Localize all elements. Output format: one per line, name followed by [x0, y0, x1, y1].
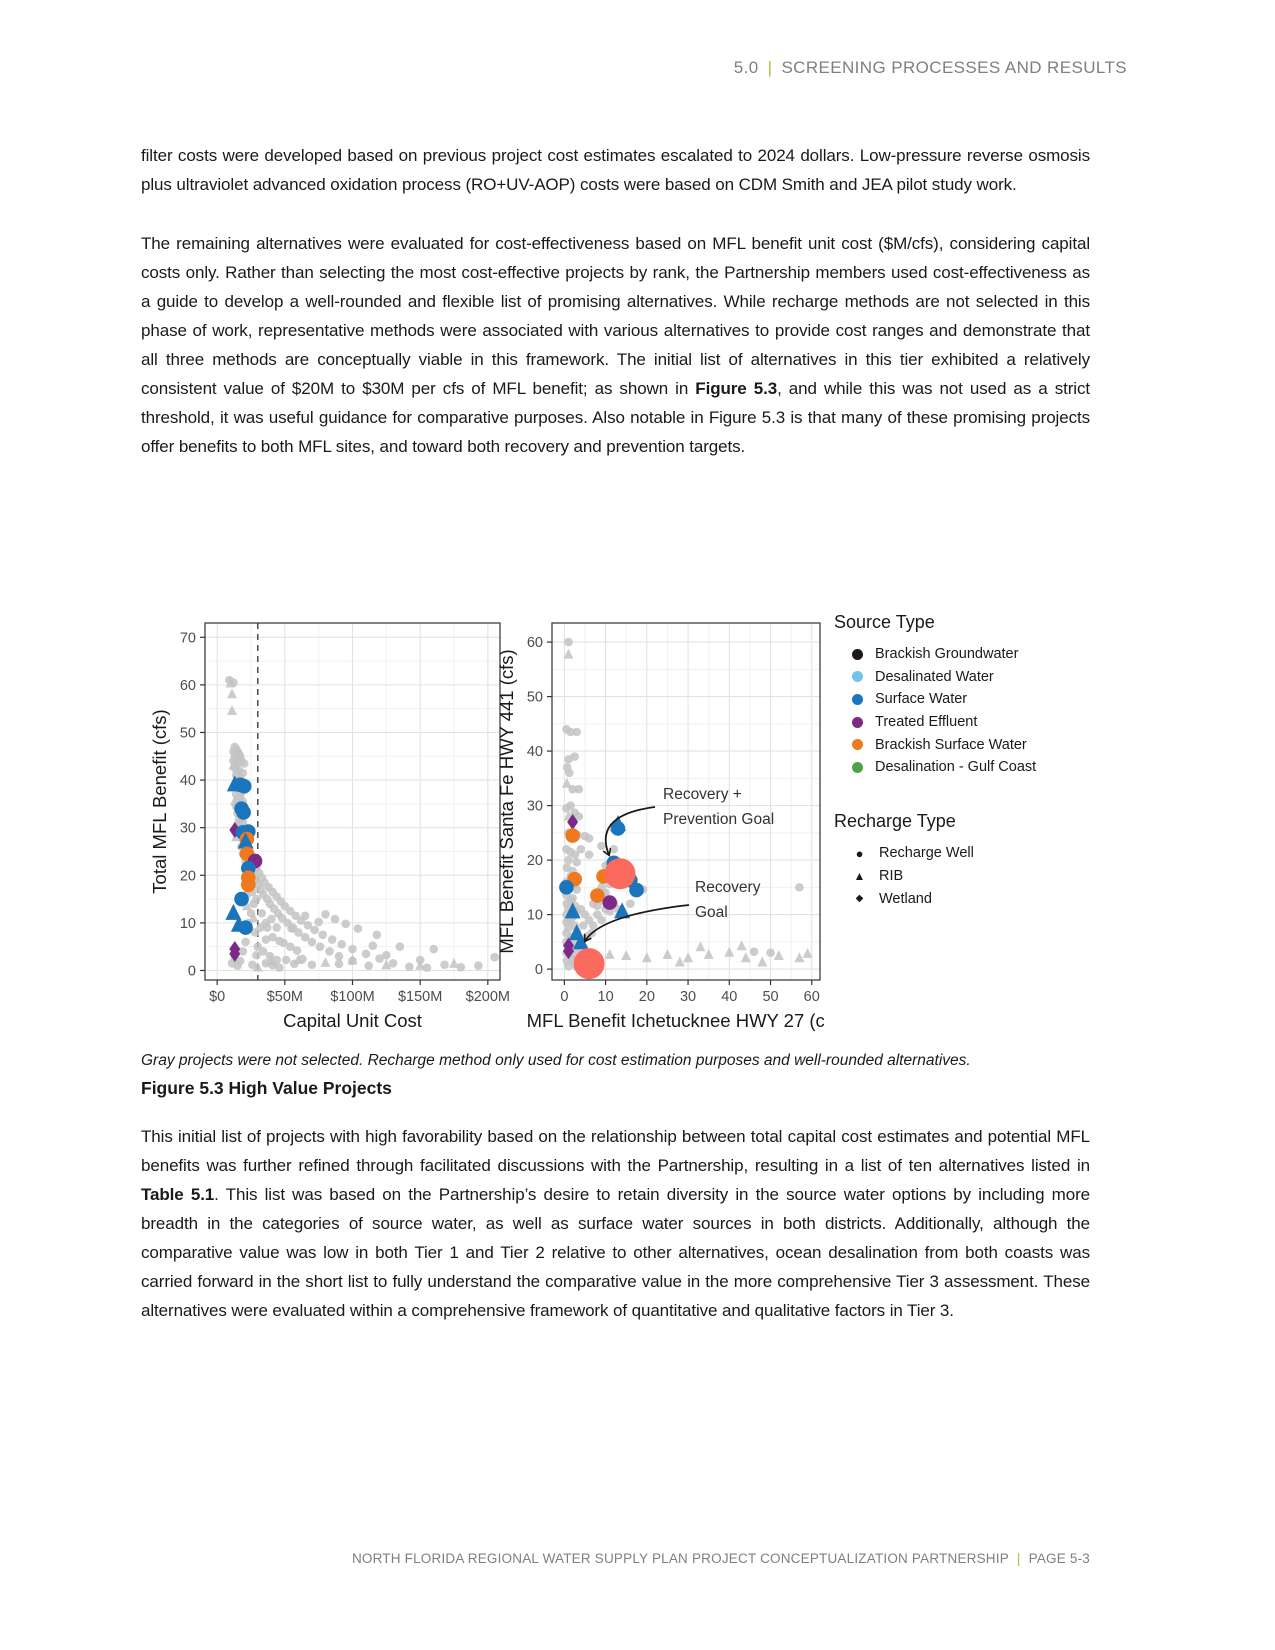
legend-item-label: Wetland: [879, 891, 932, 908]
legend-item-source-0: Brackish Groundwater: [852, 643, 1082, 666]
legend-recharge-type-title: Recharge Type: [834, 810, 956, 831]
svg-text:10: 10: [598, 989, 614, 1005]
figure-caption: Figure 5.3 High Value Projects: [141, 1078, 392, 1098]
legend-item-label: Brackish Groundwater: [875, 646, 1019, 663]
legend-recharge-type: Recharge Type ● Recharge Well ▲ RIB ◆ Wetland: [832, 811, 1082, 911]
svg-text:$150M: $150M: [398, 989, 442, 1005]
svg-text:60: 60: [804, 989, 820, 1005]
legend-swatch-circle-icon: [852, 648, 863, 660]
legend-item-label: RIB: [879, 868, 904, 885]
legend-item-source-4: Brackish Surface Water: [852, 733, 1082, 756]
legend-item-source-1: Desalinated Water: [852, 666, 1082, 689]
legend-swatch-circle-icon: [852, 716, 863, 728]
svg-text:10: 10: [527, 908, 543, 924]
legend-shape-icon: ●: [855, 845, 864, 861]
header-title: SCREENING PROCESSES AND RESULTS: [781, 58, 1127, 77]
left-scatter-chart: $0 $50M $100M $150M $200M 0 10 20 30 40 50 60 70 Capi…: [149, 622, 510, 1031]
legend-item-source-3: Treated Effluent: [852, 711, 1082, 734]
right-scatter-chart: 0 10 20 30 40 50 60 0 10 20 30 40 50 60 MFL Benefit Ic…: [496, 622, 825, 1031]
legend-source-type: Source Type Brackish Groundwater Desalina…: [832, 612, 1082, 779]
page-footer: NORTH FLORIDA REGIONAL WATER SUPPLY PLAN…: [141, 1551, 1090, 1566]
legend-swatch-circle-icon: [852, 761, 863, 773]
svg-text:$0: $0: [209, 989, 225, 1005]
svg-text:20: 20: [639, 989, 655, 1005]
svg-text:Capital Unit Cost: Capital Unit Cost: [283, 1010, 422, 1031]
table-5-1-reference: Table 5.1: [141, 1185, 215, 1204]
legend-swatch-circle-icon: [852, 739, 863, 751]
legend-item-recharge-0: ● Recharge Well: [852, 842, 1082, 865]
legend-shape-icon: ◆: [855, 893, 864, 905]
svg-text:50: 50: [180, 725, 196, 741]
body-text-top: filter costs were developed based on pre…: [141, 141, 1090, 491]
svg-text:MFL Benefit Santa Fe HWY 441 (: MFL Benefit Santa Fe HWY 441 (cfs): [496, 649, 517, 953]
legend-item-label: Recharge Well: [879, 845, 974, 862]
svg-text:50: 50: [527, 690, 543, 706]
svg-text:40: 40: [527, 744, 543, 760]
legend-recharge-type-items: ● Recharge Well ▲ RIB ◆ Wetland: [832, 842, 1082, 911]
svg-text:30: 30: [527, 799, 543, 815]
legend-swatch-circle-icon: [852, 671, 863, 683]
svg-text:Prevention Goal: Prevention Goal: [663, 811, 774, 828]
svg-text:0: 0: [560, 989, 568, 1005]
legend-source-type-items: Brackish Groundwater Desalinated Water Sur…: [832, 643, 1082, 779]
legend-item-recharge-1: ▲ RIB: [852, 865, 1082, 888]
svg-text:20: 20: [527, 853, 543, 869]
svg-text:Recovery: Recovery: [695, 879, 761, 896]
svg-text:30: 30: [180, 821, 196, 837]
svg-text:0: 0: [188, 963, 196, 979]
figure-note: Gray projects were not selected. Recharg…: [141, 1052, 971, 1069]
svg-text:MFL Benefit Ichetucknee HWY 27: MFL Benefit Ichetucknee HWY 27 (cfs): [527, 1010, 825, 1031]
body-text-bottom: This initial list of projects with high …: [141, 1122, 1090, 1355]
header-section-number: 5.0: [733, 58, 759, 77]
svg-text:10: 10: [180, 916, 196, 932]
svg-text:20: 20: [180, 868, 196, 884]
svg-text:40: 40: [721, 989, 737, 1005]
svg-text:40: 40: [180, 773, 196, 789]
legend-item-label: Brackish Surface Water: [875, 736, 1027, 753]
legend-item-label: Desalination - Gulf Coast: [875, 759, 1037, 776]
header-divider: |: [767, 58, 773, 77]
body-paragraph-2: The remaining alternatives were evaluate…: [141, 234, 1090, 456]
legend-item-source-5: Desalination - Gulf Coast: [852, 756, 1082, 779]
legend-swatch-circle-icon: [852, 693, 863, 705]
legend-source-type-title: Source Type: [834, 612, 935, 632]
body-paragraph-1: filter costs were developed based on pre…: [141, 146, 1090, 194]
legend-item-label: Surface Water: [875, 691, 968, 708]
body-paragraph-3: This initial list of projects with high …: [141, 1127, 1090, 1320]
figure-5-3-reference: Figure 5.3: [695, 379, 778, 398]
footer-text: NORTH FLORIDA REGIONAL WATER SUPPLY PLAN…: [351, 1551, 1009, 1566]
legend-shape-icon: ▲: [853, 869, 866, 884]
svg-text:Recovery +: Recovery +: [663, 786, 742, 803]
footer-divider: |: [1016, 1551, 1021, 1566]
svg-text:60: 60: [527, 635, 543, 651]
svg-text:$200M: $200M: [466, 989, 510, 1005]
svg-text:0: 0: [535, 962, 543, 978]
chart-legend: Source Type Brackish Groundwater Desalina…: [832, 612, 1082, 911]
footer-page-number: PAGE 5-3: [1028, 1551, 1090, 1566]
legend-item-recharge-2: ◆ Wetland: [852, 888, 1082, 911]
svg-text:60: 60: [180, 678, 196, 694]
page-header: 5.0 | SCREENING PROCESSES AND RESULTS: [141, 58, 1127, 78]
legend-item-source-2: Surface Water: [852, 688, 1082, 711]
svg-text:50: 50: [762, 989, 778, 1005]
svg-text:Goal: Goal: [695, 904, 728, 921]
svg-text:70: 70: [180, 630, 196, 646]
svg-text:$100M: $100M: [330, 989, 374, 1005]
svg-text:Total MFL Benefit (cfs): Total MFL Benefit (cfs): [149, 709, 170, 893]
svg-text:$50M: $50M: [267, 989, 303, 1005]
legend-item-label: Treated Effluent: [875, 714, 978, 731]
legend-item-label: Desalinated Water: [875, 668, 994, 685]
svg-text:30: 30: [680, 989, 696, 1005]
